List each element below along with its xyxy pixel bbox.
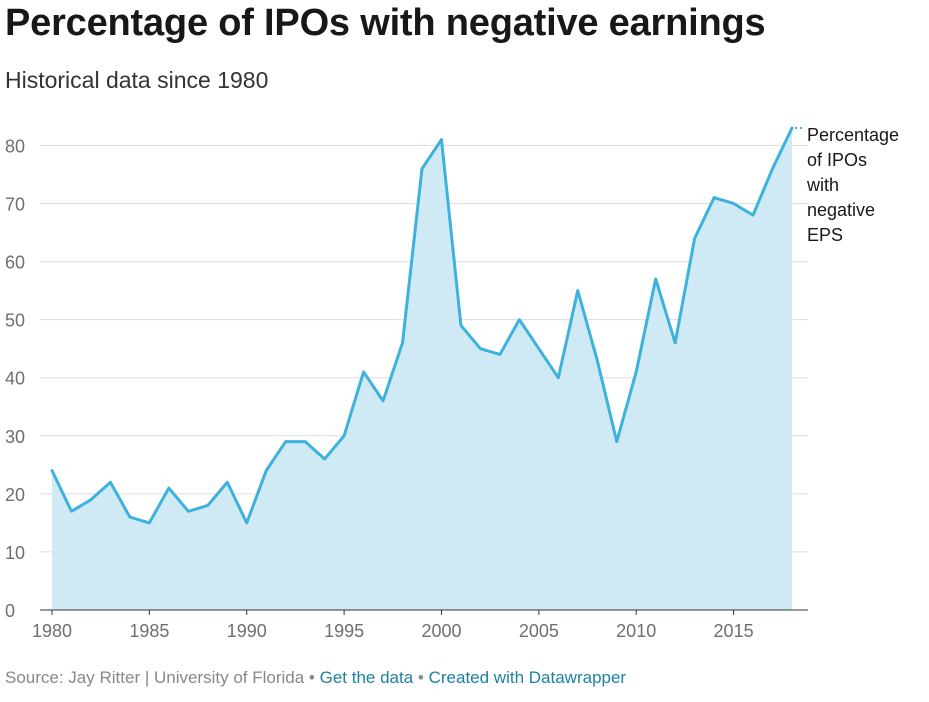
series-label-line: Percentage <box>807 125 900 145</box>
x-tick-label: 2015 <box>714 621 754 641</box>
x-tick-label: 1980 <box>32 621 72 641</box>
y-tick-label: 20 <box>5 485 25 505</box>
chart-footer: Source: Jay Ritter | University of Flori… <box>5 668 626 688</box>
series-label-line: EPS <box>807 225 844 245</box>
y-tick-label: 80 <box>5 136 25 156</box>
get-data-link[interactable]: Get the data <box>319 668 414 687</box>
chart-title: Percentage of IPOs with negative earning… <box>5 2 766 44</box>
series-label-line: negative <box>807 200 876 220</box>
datawrapper-link[interactable]: Created with Datawrapper <box>428 668 627 687</box>
y-tick-label: 10 <box>5 543 25 563</box>
x-tick-label: 2010 <box>616 621 656 641</box>
x-tick-label: 1985 <box>129 621 169 641</box>
y-tick-label: 70 <box>5 194 25 214</box>
series-line <box>50 126 794 525</box>
series-label: Percentage of IPOs with negative EPS <box>807 123 925 248</box>
x-tick-label: 1995 <box>324 621 364 641</box>
footer-separator: • <box>308 668 315 687</box>
series-label-line: of IPOs <box>807 150 868 170</box>
x-tick-label: 2005 <box>519 621 559 641</box>
x-tick-label: 1990 <box>227 621 267 641</box>
y-tick-label: 50 <box>5 311 25 331</box>
chart-subtitle: Historical data since 1980 <box>5 67 269 93</box>
footer-separator: • <box>417 668 424 687</box>
series-label-line: with <box>807 175 840 195</box>
y-tick-label: 60 <box>5 253 25 273</box>
y-tick-label: 40 <box>5 369 25 389</box>
y-tick-label: 0 <box>5 601 15 621</box>
y-tick-label: 30 <box>5 427 25 447</box>
x-tick-label: 2000 <box>421 621 461 641</box>
series-area <box>52 128 792 610</box>
source-text: Source: Jay Ritter | University of Flori… <box>5 668 305 687</box>
